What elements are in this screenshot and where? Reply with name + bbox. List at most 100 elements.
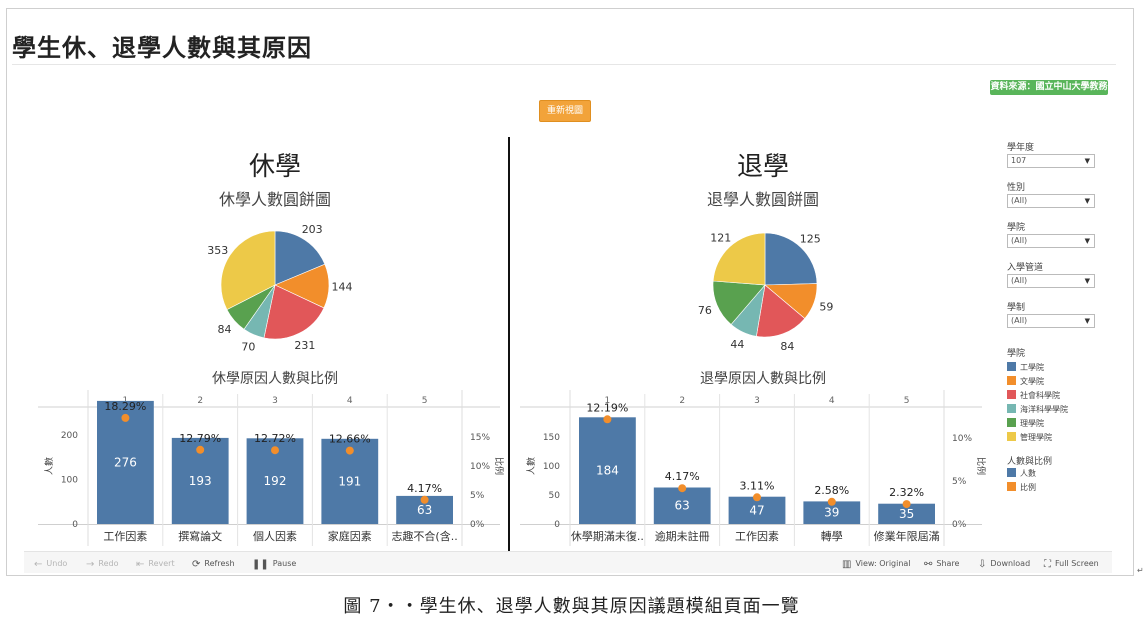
- download-button[interactable]: ⇩ Download: [978, 558, 1030, 570]
- ratio-label: 12.72%: [254, 432, 296, 445]
- ratio-point[interactable]: [271, 446, 279, 455]
- legend-item[interactable]: 比例: [1007, 482, 1036, 494]
- y2-tick-label: 5%: [952, 477, 967, 487]
- ratio-point[interactable]: [420, 495, 429, 504]
- y2-tick-label: 0%: [470, 520, 485, 530]
- legend-label: 管理學院: [1020, 433, 1052, 442]
- rank-label: 3: [272, 396, 278, 406]
- pause-button[interactable]: ❚❚ Pause: [252, 558, 296, 570]
- category-label: 轉學: [821, 530, 843, 543]
- suspension-heading: 休學: [248, 152, 301, 182]
- refresh-button[interactable]: ⟳ Refresh: [192, 558, 235, 570]
- view-original-button[interactable]: ▥ View: Original: [842, 558, 911, 570]
- ratio-point[interactable]: [678, 484, 687, 493]
- withdrawal-reason-bar-chart[interactable]: 0 50 100 150 0% 5% 10% 人數 比例 1 184 12.19% 休學期滿未復.. 2 6…: [512, 390, 990, 548]
- pie-slice[interactable]: [756, 284, 806, 338]
- withdrawal-bar-title: 退學原因人數與比例: [700, 371, 826, 387]
- legend-label: 比例: [1020, 483, 1036, 492]
- rank-label: 5: [904, 396, 910, 406]
- legend-swatch: [1007, 432, 1016, 441]
- redo-arrow-icon: →: [86, 559, 95, 570]
- pie-slice[interactable]: [263, 284, 325, 340]
- ratio-point[interactable]: [196, 445, 205, 454]
- legend-swatch: [1007, 468, 1016, 477]
- pie-slice[interactable]: [712, 280, 766, 325]
- gender-select[interactable]: (All) ▼: [1007, 194, 1095, 208]
- program-type-select[interactable]: (All) ▼: [1007, 314, 1095, 328]
- legend-item[interactable]: 社會科學院: [1007, 390, 1060, 402]
- bar-value-label: 35: [899, 507, 914, 521]
- ratio-point[interactable]: [902, 500, 911, 509]
- bar[interactable]: [803, 501, 861, 524]
- legend-label: 海洋科學學院: [1020, 405, 1068, 414]
- pie-slice-label: 84: [218, 323, 232, 336]
- chevron-down-icon: ▼: [1084, 197, 1090, 205]
- pie-slice[interactable]: [274, 230, 326, 286]
- view-label: View: Original: [855, 559, 911, 568]
- admission-channel-select[interactable]: (All) ▼: [1007, 274, 1095, 288]
- share-icon: ⚯: [924, 559, 933, 570]
- bar[interactable]: [653, 487, 711, 525]
- y-tick-label: 100: [61, 475, 78, 485]
- pie-slice-label: 59: [819, 301, 833, 314]
- bar[interactable]: [579, 417, 636, 524]
- pie-slice[interactable]: [220, 230, 276, 311]
- share-button[interactable]: ⚯ Share: [924, 558, 959, 570]
- measure-legend-title: 人數與比例: [1007, 457, 1053, 467]
- suspension-reason-bar-chart[interactable]: 01002000%5%10%15%人數比例127618.29%工作因素21931…: [30, 390, 508, 548]
- category-label: 工作因素: [103, 530, 147, 543]
- withdrawal-pie-chart[interactable]: 125 59 84 44 76 121: [680, 210, 850, 360]
- revert-button[interactable]: ⇤ Revert: [136, 558, 175, 570]
- y2-tick-label: 10%: [470, 462, 490, 472]
- bar-value-label: 184: [596, 464, 619, 478]
- pie-slice-label: 70: [241, 341, 255, 354]
- undo-button[interactable]: ← Undo: [34, 558, 67, 570]
- ratio-point[interactable]: [121, 413, 130, 422]
- college-select[interactable]: (All) ▼: [1007, 234, 1095, 248]
- pie-slice[interactable]: [764, 232, 818, 286]
- ratio-point[interactable]: [827, 497, 836, 506]
- bar-value-label: 193: [189, 474, 212, 488]
- legend-label: 理學院: [1020, 419, 1044, 428]
- filter-label: 學制: [1007, 303, 1026, 313]
- y2-tick-label: 0%: [952, 520, 967, 530]
- ratio-point[interactable]: [603, 415, 612, 424]
- college-legend-title: 學院: [1007, 349, 1026, 359]
- legend-item[interactable]: 海洋科學學院: [1007, 404, 1068, 416]
- category-label: 休學期滿未復..: [571, 530, 644, 543]
- bar-value-label: 192: [264, 474, 287, 488]
- legend-item[interactable]: 人數: [1007, 468, 1036, 480]
- y-axis-title: 人數: [43, 457, 55, 475]
- y2-tick-label: 5%: [470, 491, 485, 501]
- academic-year-select[interactable]: 107 ▼: [1007, 154, 1095, 168]
- filter-admission-channel: 入學管道 (All) ▼: [1007, 260, 1117, 288]
- legend-item[interactable]: 工學院: [1007, 362, 1044, 374]
- legend-label: 文學院: [1020, 377, 1044, 386]
- share-label: Share: [936, 559, 960, 568]
- suspension-bar-title: 休學原因人數與比例: [212, 371, 338, 387]
- pie-slice[interactable]: [712, 232, 766, 286]
- filter-value: (All): [1011, 276, 1028, 285]
- legend-item[interactable]: 文學院: [1007, 376, 1044, 388]
- revert-label: Revert: [148, 559, 175, 568]
- rank-label: 2: [197, 396, 203, 406]
- ratio-point[interactable]: [753, 493, 761, 502]
- pie-slice-label: 84: [780, 340, 794, 353]
- suspension-pie-chart[interactable]: 203 144 231 70 84 353: [190, 210, 360, 360]
- redo-button[interactable]: → Redo: [86, 558, 118, 570]
- download-label: Download: [990, 559, 1031, 568]
- ratio-point[interactable]: [345, 446, 354, 455]
- reset-view-button[interactable]: 重新視圖: [539, 100, 591, 122]
- full-screen-button[interactable]: ⛶ Full Screen: [1044, 558, 1099, 570]
- redo-label: Redo: [98, 559, 119, 568]
- filter-college: 學院 (All) ▼: [1007, 220, 1117, 248]
- y-tick-label: 0: [72, 520, 78, 530]
- rank-label: 5: [422, 396, 428, 406]
- filter-value: 107: [1011, 156, 1027, 165]
- paragraph-mark-icon: ↵: [1137, 566, 1143, 575]
- y-tick-label: 200: [61, 431, 78, 441]
- legend-item[interactable]: 管理學院: [1007, 432, 1052, 444]
- bar[interactable]: [878, 503, 935, 524]
- legend-item[interactable]: 理學院: [1007, 418, 1044, 430]
- y2-axis-title: 比例: [493, 457, 505, 475]
